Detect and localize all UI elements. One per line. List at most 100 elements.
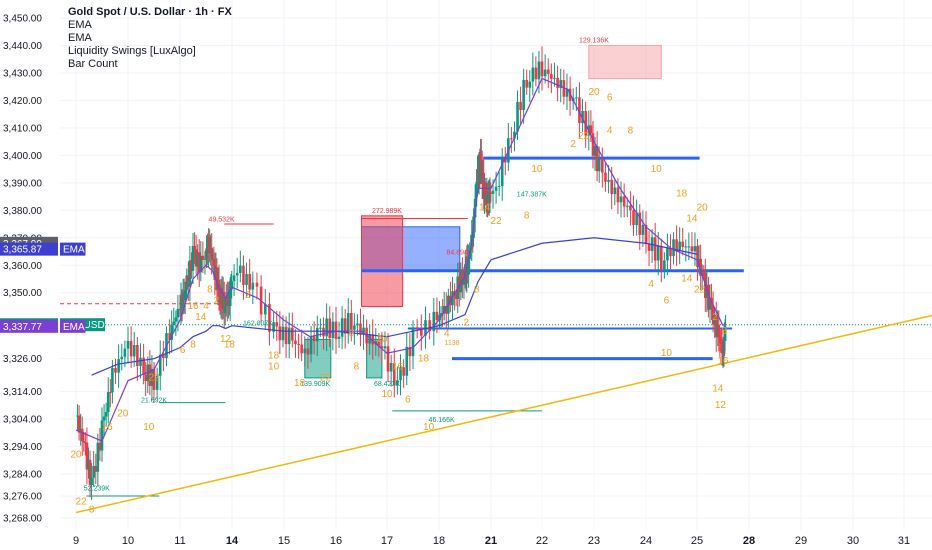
candle[interactable] (197, 252, 201, 273)
candle[interactable] (176, 308, 180, 318)
candle[interactable] (215, 267, 219, 291)
candle[interactable] (123, 348, 127, 357)
candle[interactable] (383, 346, 387, 349)
candle[interactable] (79, 428, 82, 433)
candle[interactable] (399, 367, 402, 381)
indicator-ema-slow[interactable]: EMA (68, 32, 92, 44)
candle[interactable] (713, 314, 716, 325)
candle[interactable] (601, 159, 604, 173)
candle[interactable] (467, 259, 470, 275)
candle[interactable] (699, 258, 702, 277)
candle[interactable] (297, 344, 300, 346)
candle[interactable] (595, 146, 599, 172)
candle[interactable] (653, 237, 657, 261)
candle[interactable] (84, 442, 87, 444)
candle[interactable] (717, 324, 721, 338)
candle[interactable] (300, 344, 303, 354)
candle[interactable] (697, 258, 701, 268)
candle[interactable] (442, 306, 446, 314)
candle[interactable] (85, 442, 89, 470)
candle[interactable] (201, 255, 205, 260)
candle[interactable] (392, 362, 396, 386)
candle[interactable] (190, 260, 193, 271)
candle[interactable] (291, 327, 294, 341)
candle[interactable] (553, 77, 556, 79)
candle[interactable] (591, 133, 595, 156)
candle[interactable] (575, 97, 578, 99)
candle[interactable] (303, 348, 307, 354)
candle[interactable] (268, 304, 271, 332)
candle[interactable] (139, 357, 142, 367)
candle[interactable] (510, 138, 513, 140)
candle[interactable] (584, 111, 587, 136)
candle[interactable] (111, 367, 114, 393)
candle[interactable] (275, 322, 279, 327)
candle[interactable] (142, 357, 145, 376)
candle[interactable] (251, 282, 255, 290)
candle[interactable] (212, 259, 216, 266)
candle[interactable] (684, 246, 688, 248)
candle[interactable] (346, 313, 350, 334)
candle[interactable] (232, 275, 236, 282)
candle[interactable] (168, 333, 171, 340)
candle[interactable] (396, 380, 399, 386)
candle[interactable] (76, 415, 79, 417)
candle[interactable] (720, 342, 724, 354)
candle[interactable] (223, 306, 227, 314)
candle[interactable] (356, 323, 359, 326)
candle[interactable] (604, 172, 607, 182)
candle[interactable] (607, 179, 610, 182)
candle[interactable] (488, 192, 492, 201)
zone-sell-liquidity[interactable] (588, 44, 662, 79)
candle[interactable] (546, 69, 550, 74)
candle[interactable] (635, 212, 638, 226)
candle[interactable] (708, 297, 712, 310)
candle[interactable] (428, 320, 431, 332)
candle[interactable] (87, 459, 90, 470)
candle[interactable] (632, 210, 635, 226)
candle[interactable] (666, 248, 669, 261)
candle[interactable] (328, 318, 332, 338)
candle[interactable] (187, 275, 190, 287)
candle[interactable] (371, 334, 375, 345)
candle[interactable] (284, 326, 288, 345)
candle[interactable] (660, 245, 663, 270)
candle[interactable] (104, 411, 108, 417)
candle[interactable] (170, 324, 173, 340)
candle[interactable] (322, 327, 325, 337)
candle[interactable] (415, 327, 419, 329)
candle[interactable] (94, 465, 98, 472)
candle[interactable] (174, 317, 178, 322)
candle[interactable] (647, 244, 651, 251)
candle[interactable] (528, 81, 532, 88)
candle[interactable] (120, 356, 124, 360)
candle[interactable] (172, 321, 176, 325)
candle[interactable] (613, 187, 617, 195)
candle[interactable] (98, 442, 102, 451)
candle[interactable] (702, 272, 706, 274)
candle[interactable] (402, 367, 405, 376)
candle[interactable] (663, 260, 666, 270)
candle[interactable] (432, 311, 436, 332)
indicator-ema-fast[interactable]: EMA (68, 19, 92, 31)
candle[interactable] (114, 367, 117, 373)
candle[interactable] (340, 318, 344, 337)
candle[interactable] (92, 465, 95, 478)
candle[interactable] (534, 67, 538, 80)
candle[interactable] (616, 187, 620, 203)
candle[interactable] (181, 292, 185, 308)
candle[interactable] (562, 80, 566, 97)
candle[interactable] (559, 80, 563, 89)
candle[interactable] (531, 67, 535, 82)
ema-slow-line[interactable] (91, 237, 698, 376)
candle[interactable] (386, 346, 390, 372)
candle[interactable] (550, 73, 553, 79)
symbol-title[interactable]: Gold Spot / U.S. Dollar · 1h · FX (68, 6, 232, 18)
candle[interactable] (210, 247, 214, 260)
candle[interactable] (193, 245, 196, 250)
candle[interactable] (272, 322, 275, 332)
candle[interactable] (696, 246, 699, 268)
candle[interactable] (350, 313, 353, 330)
candle[interactable] (610, 179, 613, 195)
